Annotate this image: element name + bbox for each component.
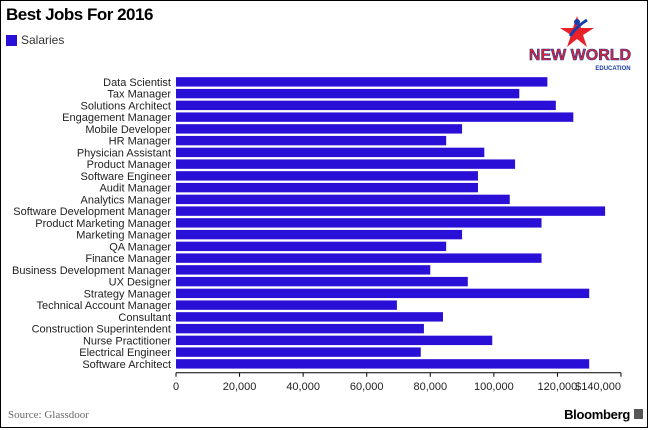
category-label: Software Architect <box>82 359 171 371</box>
legend: Salaries <box>6 33 64 47</box>
x-tick-label: 120,000 <box>538 381 578 393</box>
category-label: Analytics Manager <box>81 194 172 206</box>
brand-label: Bloomberg <box>564 407 630 422</box>
x-tick-label: 0 <box>173 381 179 393</box>
category-label: UX Designer <box>109 277 172 289</box>
bar <box>176 323 424 334</box>
bar <box>176 135 447 146</box>
logo-line2: EDUCATION <box>595 66 630 72</box>
logo-star-icon <box>560 16 594 47</box>
category-label: Software Engineer <box>81 171 172 183</box>
bar <box>176 147 485 158</box>
category-label: Nurse Practitioner <box>83 335 171 347</box>
category-label: Strategy Manager <box>84 288 172 300</box>
category-label: Marketing Manager <box>76 230 171 242</box>
category-label: Consultant <box>118 312 171 324</box>
category-label: Mobile Developer <box>85 124 171 136</box>
bar <box>176 276 468 287</box>
category-label: Technical Account Manager <box>36 300 171 312</box>
bar <box>176 359 590 369</box>
bar <box>176 206 606 216</box>
category-label: Audit Manager <box>99 183 171 195</box>
bar <box>176 312 443 322</box>
bar <box>176 77 548 87</box>
bar <box>176 335 493 346</box>
category-label: QA Manager <box>109 241 171 253</box>
x-tick-label: 60,000 <box>350 381 384 393</box>
bloomberg-icon <box>634 409 643 419</box>
source-note: Source: Glassdoor <box>8 409 89 421</box>
category-label: Electrical Engineer <box>79 347 171 359</box>
x-tick-label: 40,000 <box>286 381 320 393</box>
x-tick-label: 100,000 <box>474 381 514 393</box>
bar <box>176 265 431 275</box>
logo-line1: NEW WORLD <box>529 47 631 64</box>
bar <box>176 300 397 310</box>
category-label: Construction Superintendent <box>32 324 171 336</box>
x-ticks-group: 0 20,000 40,000 60,000 80,000 100,000 120,000$… <box>173 372 622 393</box>
chart-title: Best Jobs For 2016 <box>6 5 153 24</box>
x-tick-label: $140,000 <box>575 381 621 393</box>
bar <box>176 218 542 228</box>
bar <box>176 347 421 357</box>
bar <box>176 229 463 240</box>
category-label: Software Development Manager <box>13 206 171 218</box>
legend-label: Salaries <box>21 33 65 47</box>
new-world-education-logo: NEW WORLD EDUCATION <box>529 16 631 72</box>
category-label: Business Development Manager <box>12 265 171 277</box>
bar <box>176 253 542 263</box>
category-label: Physician Assistant <box>77 147 171 159</box>
category-label: Data Scientist <box>103 77 171 89</box>
bar <box>176 88 520 99</box>
category-label: Product Marketing Manager <box>35 218 171 230</box>
bar <box>176 124 463 134</box>
category-label: Product Manager <box>87 159 172 171</box>
x-tick-label: 20,000 <box>223 381 257 393</box>
bar <box>176 241 447 252</box>
bar <box>176 182 478 193</box>
category-label: Solutions Architect <box>81 100 172 112</box>
bar <box>176 159 516 169</box>
bar <box>176 112 574 122</box>
bar <box>176 171 478 181</box>
legend-swatch <box>6 34 17 46</box>
x-tick-label: 80,000 <box>413 381 447 393</box>
category-label: HR Manager <box>109 136 172 148</box>
bar <box>176 194 510 205</box>
category-label: Finance Manager <box>85 253 171 265</box>
bars-group <box>176 77 606 369</box>
bar <box>176 288 590 299</box>
category-label: Tax Manager <box>107 89 171 101</box>
bar <box>176 100 556 111</box>
category-label: Engagement Manager <box>62 112 171 124</box>
